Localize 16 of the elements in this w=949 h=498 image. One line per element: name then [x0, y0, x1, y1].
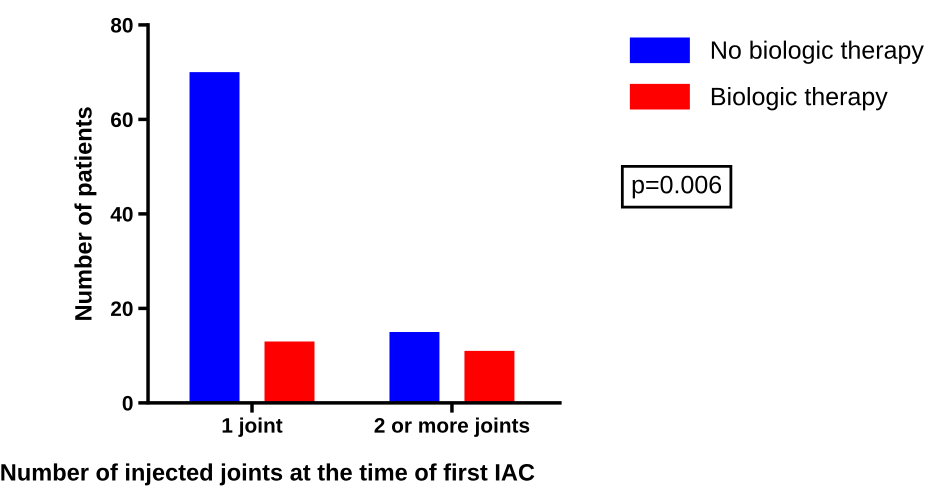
y-tick-label: 80 [110, 18, 133, 33]
x-axis-title: Number of injected joints at the time of first IAC [1, 463, 534, 486]
y-tick-label: 60 [111, 112, 133, 128]
x-tick-label: 1 joint [222, 417, 282, 437]
y-tick-label: 40 [110, 206, 133, 222]
text: p=0.006 [632, 176, 722, 198]
bar [464, 350, 514, 403]
y-tick-label: 20 [111, 301, 133, 316]
legend-label: Biologic therapy [712, 87, 888, 110]
y-tick-label: 0 [122, 396, 133, 411]
bar [264, 341, 314, 403]
x-tick-label: 2 or more joints [374, 417, 530, 437]
y-axis-title: Number of patients [74, 107, 96, 320]
bar [190, 72, 240, 403]
legend-label: No biologic therapy [712, 40, 924, 64]
bar [389, 332, 440, 403]
